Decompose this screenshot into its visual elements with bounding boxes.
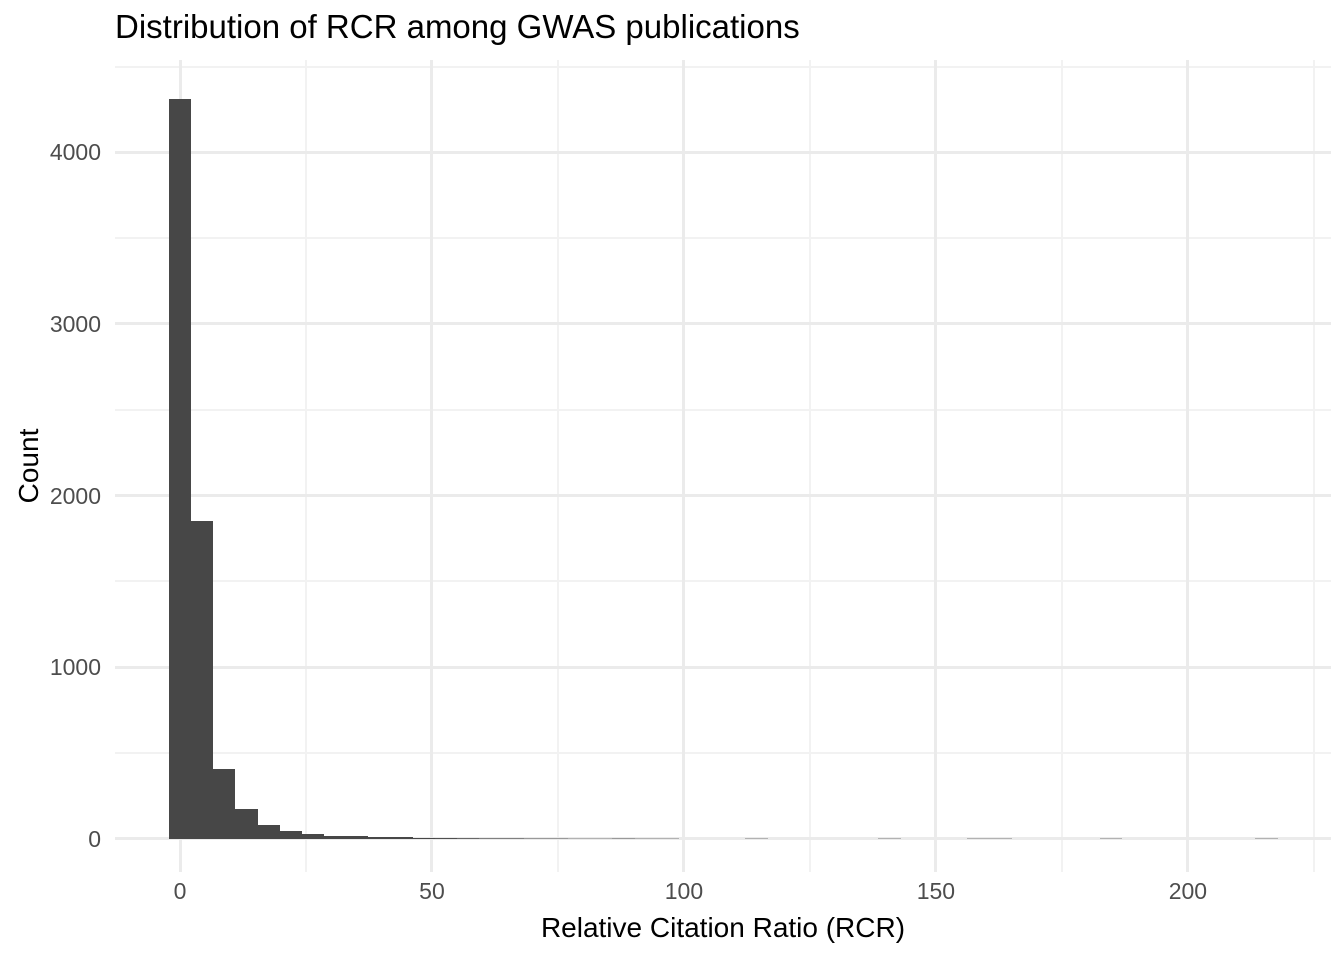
x-minor-gridline bbox=[1312, 60, 1315, 872]
histogram-bar bbox=[989, 837, 1012, 839]
x-major-gridline bbox=[430, 60, 434, 872]
histogram-bar bbox=[634, 837, 657, 839]
y-tick-label: 3000 bbox=[49, 310, 101, 337]
histogram-bar bbox=[501, 837, 524, 839]
y-tick-label: 0 bbox=[88, 825, 101, 852]
histogram-bar bbox=[1100, 837, 1123, 839]
histogram-bar bbox=[168, 99, 192, 839]
plot-title: Distribution of RCR among GWAS publicati… bbox=[115, 8, 800, 45]
y-major-gridline bbox=[115, 322, 1331, 326]
y-minor-gridline bbox=[115, 65, 1331, 68]
y-major-gridline bbox=[115, 837, 1331, 841]
histogram-bar bbox=[612, 837, 635, 839]
histogram-bar bbox=[279, 831, 302, 839]
plot-area bbox=[115, 60, 1331, 872]
x-axis-tick-labels: 0 50 100 150 200 bbox=[115, 878, 1331, 908]
y-axis-tick-labels: 0 1000 2000 3000 4000 bbox=[0, 60, 101, 872]
histogram-bar bbox=[213, 769, 236, 839]
histogram-bar bbox=[457, 837, 480, 839]
y-minor-gridline bbox=[115, 408, 1331, 411]
histogram-bar bbox=[656, 837, 679, 839]
x-tick-label: 150 bbox=[916, 878, 956, 904]
x-major-gridline bbox=[1186, 60, 1190, 872]
histogram-bar bbox=[324, 835, 347, 839]
y-tick-label: 1000 bbox=[49, 654, 101, 681]
x-major-gridline bbox=[934, 60, 938, 872]
histogram-bar bbox=[568, 837, 591, 839]
y-tick-label: 4000 bbox=[49, 139, 101, 166]
x-tick-label: 100 bbox=[664, 878, 704, 904]
y-major-gridline bbox=[115, 665, 1331, 669]
x-axis-title: Relative Citation Ratio (RCR) bbox=[540, 912, 906, 943]
x-minor-gridline bbox=[556, 60, 559, 872]
histogram-bar bbox=[590, 837, 613, 839]
histogram-bar bbox=[967, 837, 990, 839]
histogram-bar bbox=[479, 837, 502, 839]
histogram-bar bbox=[523, 837, 546, 839]
histogram-bar bbox=[412, 837, 435, 839]
x-minor-gridline bbox=[1060, 60, 1063, 872]
x-tick-label: 0 bbox=[173, 878, 187, 904]
y-tick-label: 2000 bbox=[49, 482, 101, 509]
histogram-bar bbox=[235, 809, 258, 839]
y-major-gridline bbox=[115, 494, 1331, 497]
x-minor-gridline bbox=[808, 60, 811, 872]
histogram-bar bbox=[745, 837, 768, 839]
histogram-bar bbox=[390, 837, 413, 839]
histogram-bar bbox=[435, 837, 458, 839]
histogram-bar bbox=[878, 837, 901, 839]
histogram-bar bbox=[1255, 837, 1278, 839]
y-minor-gridline bbox=[115, 751, 1331, 754]
histogram-bar bbox=[257, 824, 280, 839]
x-tick-label: 50 bbox=[419, 878, 445, 904]
histogram-bar bbox=[301, 834, 325, 839]
y-axis-title: Count bbox=[13, 428, 44, 504]
x-tick-label: 200 bbox=[1168, 878, 1208, 904]
histogram-bar bbox=[191, 521, 214, 839]
x-minor-gridline bbox=[304, 60, 307, 872]
y-major-gridline bbox=[115, 150, 1331, 154]
histogram-bar bbox=[368, 836, 391, 839]
histogram-bar bbox=[545, 837, 569, 839]
histogram-bar bbox=[346, 836, 369, 839]
y-minor-gridline bbox=[115, 580, 1331, 583]
y-minor-gridline bbox=[115, 237, 1331, 240]
x-major-gridline bbox=[682, 60, 686, 872]
